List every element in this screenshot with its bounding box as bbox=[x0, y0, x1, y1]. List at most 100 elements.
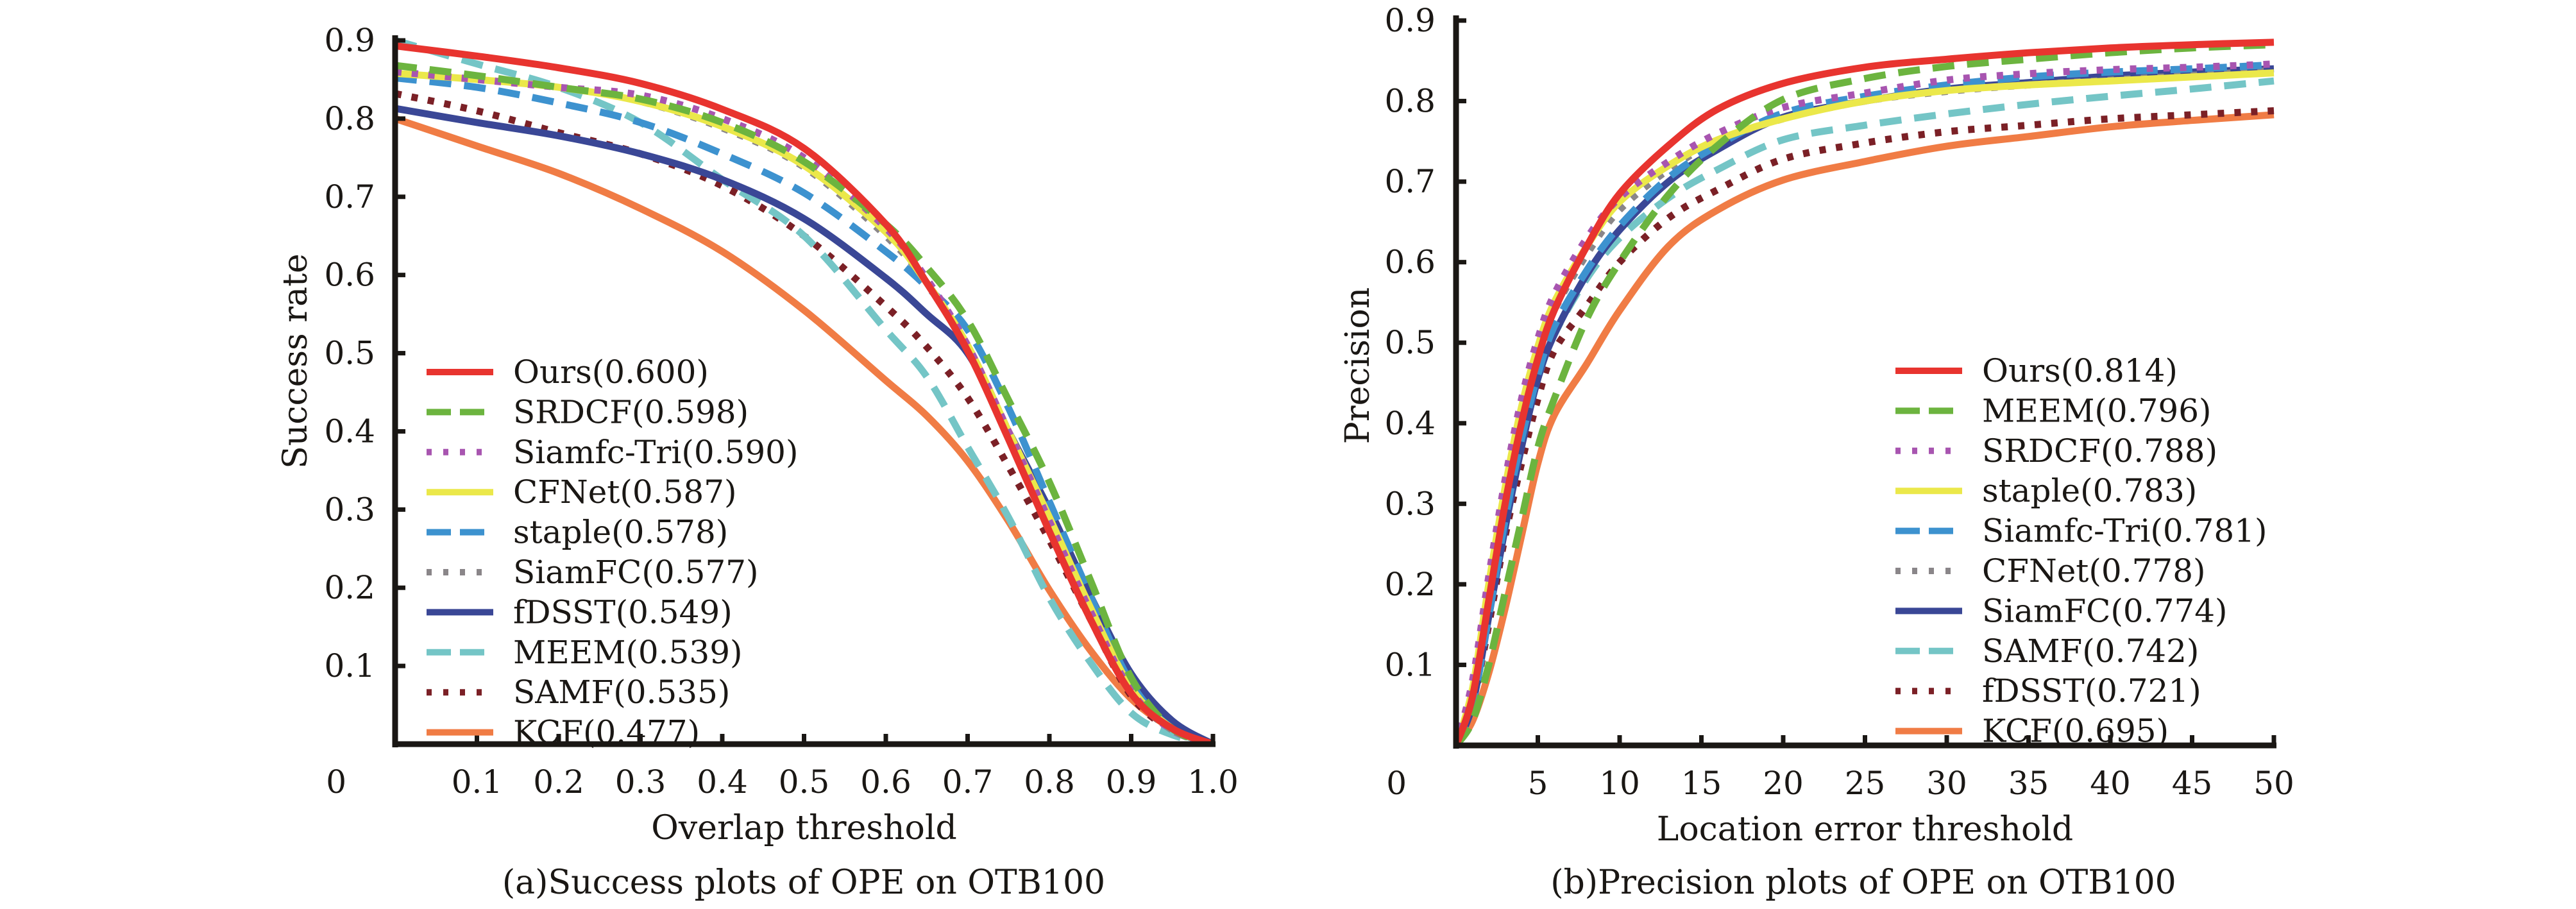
legend-label: KCF(0.695) bbox=[1982, 713, 2169, 750]
precision-plot-panel: 0.1 0.2 0.3 0.4 0.5 0.6 0.7 0.8 0.9 5 10 15 20 25 30 35… bbox=[1339, 2, 2294, 902]
y-tick-label: 0.9 bbox=[1384, 2, 1436, 39]
y-tick-label: 0.2 bbox=[324, 569, 375, 606]
x-tick-label: 0.4 bbox=[697, 763, 748, 801]
legend-label: fDSST(0.721) bbox=[1982, 672, 2201, 709]
x-tick-label: 0.2 bbox=[533, 763, 584, 801]
x-tick-label: 1.0 bbox=[1187, 763, 1239, 801]
legend-label: MEEM(0.539) bbox=[513, 634, 743, 671]
legend-item: fDSST(0.549) bbox=[427, 593, 733, 631]
legend-label: Siamfc-Tri(0.781) bbox=[1982, 513, 2267, 550]
legend-item: MEEM(0.796) bbox=[1895, 392, 2212, 429]
x-tick-label: 45 bbox=[2172, 765, 2213, 802]
legend-label: fDSST(0.549) bbox=[513, 593, 733, 631]
y-tick-label: 0.3 bbox=[324, 491, 375, 528]
series-line-ours bbox=[395, 42, 1214, 744]
series-line-kcf bbox=[1456, 111, 2275, 745]
legend-label: MEEM(0.796) bbox=[1982, 392, 2212, 429]
legend-label: SiamFC(0.774) bbox=[1982, 592, 2228, 629]
figure-caption: (b)Precision plots of OPE on OTB100 bbox=[1550, 863, 2176, 902]
legend-label: CFNet(0.778) bbox=[1982, 552, 2206, 590]
series-line-ours bbox=[1456, 38, 2275, 745]
x-tick-label: 0.8 bbox=[1024, 763, 1075, 801]
curves bbox=[395, 37, 1215, 744]
y-tick-label: 0.6 bbox=[324, 257, 375, 294]
legend-label: CFNet(0.587) bbox=[513, 473, 737, 511]
legend-item: MEEM(0.539) bbox=[427, 634, 743, 671]
legend-label: SRDCF(0.788) bbox=[1982, 432, 2217, 470]
legend-label: SiamFC(0.577) bbox=[513, 554, 759, 591]
x-tick-label: 30 bbox=[1926, 765, 1967, 802]
series-line-meem bbox=[1456, 41, 2275, 745]
origin-label: 0 bbox=[326, 763, 346, 801]
success-plot-panel: 0.1 0.2 0.3 0.4 0.5 0.6 0.7 0.8 0.9 0.1 0.2 0.3 0.4 0… bbox=[276, 22, 1239, 902]
legend-label: Ours(0.814) bbox=[1982, 352, 2178, 389]
legend-label: KCF(0.477) bbox=[513, 714, 700, 751]
legend-item: fDSST(0.721) bbox=[1895, 672, 2201, 709]
series-line-staple bbox=[395, 74, 1214, 744]
y-tick-label: 0.1 bbox=[1384, 646, 1436, 683]
x-tick-label: 0.1 bbox=[452, 763, 503, 801]
y-tick-label: 0.5 bbox=[324, 335, 375, 372]
y-axis-title: Precision bbox=[1339, 287, 1377, 445]
y-tick-label: 0.7 bbox=[1384, 163, 1436, 200]
legend-label: SAMF(0.742) bbox=[1982, 633, 2199, 670]
x-tick-label: 25 bbox=[1845, 765, 1886, 802]
legend-item: CFNet(0.778) bbox=[1895, 552, 2206, 590]
y-tick-label: 0.3 bbox=[1384, 485, 1436, 522]
legend-item: SRDCF(0.788) bbox=[1895, 432, 2217, 470]
x-tick-label: 0.6 bbox=[860, 763, 911, 801]
legend-item: CFNet(0.587) bbox=[427, 473, 737, 511]
legend-item: KCF(0.695) bbox=[1895, 713, 2169, 750]
y-tick-label: 0.6 bbox=[1384, 244, 1436, 281]
legend: Ours(0.814)MEEM(0.796)SRDCF(0.788)staple… bbox=[1895, 352, 2267, 750]
figure-caption: (a)Success plots of OPE on OTB100 bbox=[502, 863, 1105, 902]
y-tick-label: 0.4 bbox=[1384, 405, 1436, 442]
y-tick-label: 0.9 bbox=[324, 22, 375, 59]
x-tick-label: 0.7 bbox=[942, 763, 994, 801]
y-tick-label: 0.5 bbox=[1384, 324, 1436, 361]
legend-item: staple(0.578) bbox=[427, 514, 728, 551]
legend-label: Siamfc-Tri(0.590) bbox=[513, 434, 798, 471]
series-line-meem bbox=[395, 37, 1214, 744]
legend-item: Ours(0.600) bbox=[427, 353, 709, 391]
x-axis-title: Location error threshold bbox=[1657, 810, 2073, 849]
legend-item: SRDCF(0.598) bbox=[427, 393, 749, 430]
legend-item: SiamFC(0.577) bbox=[427, 554, 759, 591]
y-axis-title: Success rate bbox=[276, 253, 315, 469]
curves bbox=[1456, 38, 2275, 745]
legend-item: SAMF(0.742) bbox=[1895, 633, 2199, 670]
origin-label: 0 bbox=[1386, 765, 1407, 802]
y-tick-label: 0.8 bbox=[1384, 83, 1436, 120]
y-tick-label: 0.1 bbox=[324, 647, 375, 684]
x-tick-label: 5 bbox=[1528, 765, 1548, 802]
x-tick-label: 40 bbox=[2090, 765, 2131, 802]
series-line-srdcf bbox=[395, 62, 1214, 744]
y-tick-label: 0.2 bbox=[1384, 566, 1436, 603]
y-tick-label: 0.7 bbox=[324, 178, 375, 216]
legend-item: SAMF(0.535) bbox=[427, 674, 730, 711]
legend-label: staple(0.578) bbox=[513, 514, 728, 551]
series-line-fdsst bbox=[1456, 107, 2275, 745]
legend: Ours(0.600)SRDCF(0.598) Siamfc-Tri(0.590)… bbox=[427, 353, 798, 751]
x-tick-label: 50 bbox=[2253, 765, 2294, 802]
x-tick-label: 20 bbox=[1763, 765, 1804, 802]
legend-item: Siamfc-Tri(0.590) bbox=[427, 434, 798, 471]
legend-item: Ours(0.814) bbox=[1895, 352, 2178, 389]
x-tick-label: 35 bbox=[2008, 765, 2049, 802]
y-tick-label: 0.4 bbox=[324, 412, 375, 450]
series-line-kcf bbox=[395, 115, 1214, 744]
legend-item: SiamFC(0.774) bbox=[1895, 592, 2228, 629]
x-tick-label: 0.5 bbox=[779, 763, 830, 801]
legend-label: Ours(0.600) bbox=[513, 353, 709, 391]
x-tick-label: 0.9 bbox=[1106, 763, 1157, 801]
legend-label: SRDCF(0.598) bbox=[513, 393, 749, 430]
x-axis-title: Overlap threshold bbox=[651, 809, 957, 847]
legend-label: staple(0.783) bbox=[1982, 472, 2197, 509]
legend-item: staple(0.783) bbox=[1895, 472, 2197, 509]
x-tick-label: 10 bbox=[1599, 765, 1640, 802]
x-tick-label: 0.3 bbox=[615, 763, 666, 801]
y-tick-label: 0.8 bbox=[324, 100, 375, 137]
x-tick-label: 15 bbox=[1681, 765, 1722, 802]
legend-item: Siamfc-Tri(0.781) bbox=[1895, 513, 2267, 550]
